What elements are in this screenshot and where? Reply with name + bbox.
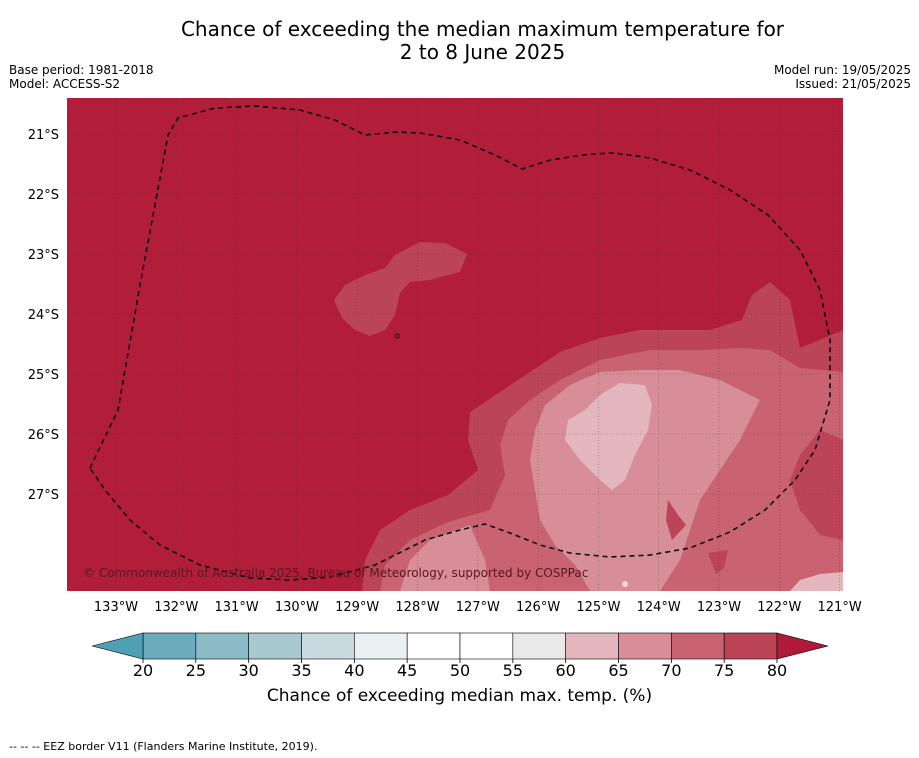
colorbar-tick-label: 60: [555, 661, 575, 680]
lon-label: 128°W: [395, 600, 439, 615]
eez-footnote: -- -- -- EEZ border V11 (Flanders Marine…: [9, 740, 318, 753]
lon-label: 132°W: [154, 600, 198, 615]
title-line-1: Chance of exceeding the median maximum t…: [180, 17, 785, 41]
colorbar-under-arrow: [91, 632, 144, 660]
island-marker-2: [622, 581, 628, 587]
colorbar-tick-label: 75: [714, 661, 734, 680]
colorbar-label: Chance of exceeding median max. temp. (%…: [266, 686, 653, 706]
colorbar-segment: [671, 632, 725, 660]
model-run: Model run: 19/05/2025: [773, 63, 911, 77]
lon-label: 124°W: [637, 600, 681, 615]
copyright-text: © Commonwealth of Australia 2025, Bureau…: [83, 566, 588, 580]
meta-left: Base period: 1981-2018 Model: ACCESS-S2: [9, 63, 154, 91]
lon-label: 130°W: [275, 600, 319, 615]
chart-title: Chance of exceeding the median maximum t…: [0, 18, 919, 64]
colorbar-segment: [512, 632, 566, 660]
lat-label: 23°S: [28, 248, 59, 263]
lat-label: 27°S: [28, 488, 59, 503]
colorbar-tick-label: 40: [344, 661, 364, 680]
lon-label: 123°W: [697, 600, 741, 615]
colorbar-tick-label: 80: [767, 661, 787, 680]
colorbar-segment: [459, 632, 514, 660]
colorbar-tick-label: 30: [238, 661, 258, 680]
colorbar-segment: [142, 632, 197, 660]
colorbar-over-arrow: [776, 632, 829, 660]
colorbar-tick-label: 65: [608, 661, 628, 680]
issued-date: Issued: 21/05/2025: [795, 77, 911, 91]
eez-border: [89, 105, 831, 581]
lon-label: 125°W: [576, 600, 620, 615]
map: © Commonwealth of Australia 2025, Bureau…: [28, 98, 862, 615]
lon-label: 121°W: [818, 600, 862, 615]
colorbar-tick-label: 70: [661, 661, 681, 680]
contour-patch-2: [708, 550, 728, 574]
colorbar-tick-label: 55: [503, 661, 523, 680]
lon-label: 122°W: [757, 600, 801, 615]
colorbar-tick-label: 35: [291, 661, 311, 680]
contour-patch-4: [790, 572, 843, 591]
colorbar-segment: [723, 632, 778, 660]
colorbar-segment: [248, 632, 302, 660]
base-period: Base period: 1981-2018: [9, 63, 154, 77]
lon-label: 127°W: [456, 600, 500, 615]
colorbar-segment: [406, 632, 461, 660]
colorbar-segment: [354, 632, 408, 660]
model-name: Model: ACCESS-S2: [9, 77, 121, 91]
lat-label: 21°S: [28, 128, 59, 143]
colorbar-tick-label: 20: [133, 661, 153, 680]
lon-label: 126°W: [516, 600, 560, 615]
contour-65-b: [400, 525, 490, 591]
lat-label: 25°S: [28, 368, 59, 383]
meta-right: Model run: 19/05/2025 Issued: 21/05/2025: [774, 63, 911, 91]
colorbar-segment: [195, 632, 249, 660]
contour-patch-3: [790, 430, 843, 540]
colorbar-tick-label: 50: [450, 661, 470, 680]
lat-label: 24°S: [28, 308, 59, 323]
contour-60: [565, 383, 652, 490]
lat-label: 22°S: [28, 188, 59, 203]
colorbar-tick-label: 25: [186, 661, 206, 680]
colorbar-segment: [565, 632, 619, 660]
colorbar-segment: [301, 632, 355, 660]
colorbar-tick-label: 45: [397, 661, 417, 680]
lon-label: 133°W: [94, 600, 138, 615]
lon-label: 131°W: [215, 600, 259, 615]
island-marker: [394, 333, 400, 339]
title-line-2: 2 to 8 June 2025: [399, 40, 566, 64]
colorbar-segment: [618, 632, 672, 660]
lat-label: 26°S: [28, 428, 59, 443]
lon-label: 129°W: [335, 600, 379, 615]
contour-blob-75: [334, 242, 467, 336]
contour-patch-1: [666, 500, 686, 540]
